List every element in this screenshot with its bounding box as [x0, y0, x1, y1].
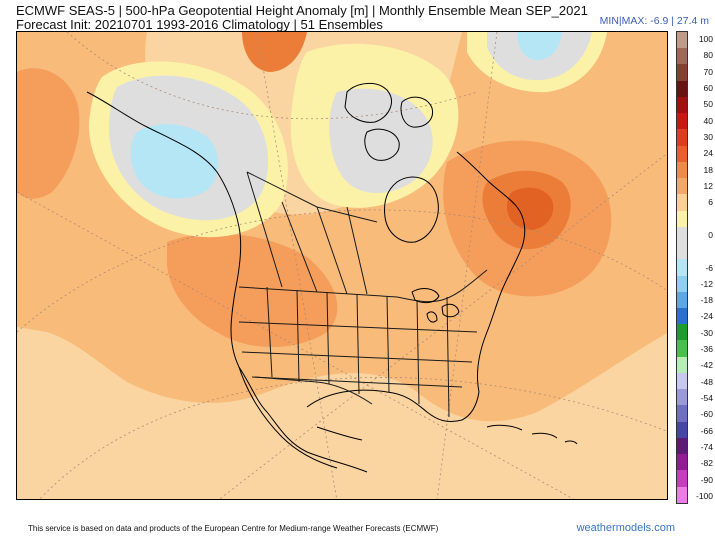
colorbar-tick-label: -36: [700, 344, 713, 355]
colorbar-tick-label: -82: [700, 458, 713, 469]
colorbar-swatch: [677, 275, 687, 292]
us-canada-border: [238, 269, 488, 303]
colorbar-tick-label: -18: [700, 295, 713, 306]
colorbar-tick-label: -66: [700, 425, 713, 436]
colorbar-tick-label: -90: [700, 474, 713, 485]
chart-subtitle: Forecast Init: 20210701 1993-2016 Climat…: [16, 17, 383, 32]
colorbar-swatch: [677, 96, 687, 114]
colorbar-swatch: [677, 178, 687, 195]
anomaly-band-12-18-west: [167, 233, 338, 347]
min-max-readout: MIN|MAX: -6.9 | 27.4 m: [599, 15, 709, 27]
anomaly-map: [16, 31, 668, 500]
colorbar-swatch: [677, 80, 687, 97]
pacific-coastline: [86, 91, 368, 473]
gulf-coastline: [306, 389, 480, 423]
colorbar-swatch: [677, 32, 687, 49]
colorbar-swatch: [677, 145, 687, 162]
colorbar-swatch: [677, 340, 687, 357]
us-mexico-border: [254, 376, 373, 405]
colorbar-swatch: [677, 307, 687, 325]
colorbar-tick-label: 0: [708, 229, 713, 240]
great-lakes: [411, 288, 460, 323]
political-boundaries: [86, 83, 578, 473]
anomaly-neutral-arctic: [329, 88, 433, 194]
anomaly-band-6-12: [17, 32, 667, 422]
colorbar-tick-label: -74: [700, 441, 713, 452]
colorbar-tick-label: 12: [703, 180, 713, 191]
colorbar-swatch: [677, 48, 687, 65]
caribbean-islands: [486, 424, 578, 445]
arctic-islands: [344, 83, 434, 161]
anomaly-negative-alaska: [130, 124, 219, 199]
colorbar-swatch: [677, 113, 687, 130]
colorbar-swatch: [677, 324, 687, 341]
province-lines: [246, 171, 378, 295]
anomaly-peak-east: [507, 187, 554, 230]
colorbar-swatch: [677, 389, 687, 406]
colorbar-tick-label: -100: [695, 490, 713, 501]
colorbar-swatch: [677, 194, 687, 211]
colorbar-tick-label: 24: [703, 148, 713, 159]
colorbar-tick-label: 50: [703, 99, 713, 110]
mexico-coastline: [238, 366, 363, 469]
colorbar-swatch: [677, 356, 687, 373]
colorbar-swatch: [677, 243, 687, 260]
state-lines: [238, 286, 478, 418]
anomaly-fields: [17, 32, 667, 422]
anomaly-band-top-center: [242, 32, 307, 72]
colorbar-swatch: [677, 405, 687, 422]
colorbar-swatch: [677, 421, 687, 438]
colorbar-tick-label: 18: [703, 164, 713, 175]
colorbar-swatch: [677, 64, 687, 81]
hudson-bay-coastline: [384, 176, 439, 243]
colorbar-tick-label: -60: [700, 409, 713, 420]
colorbar-swatch: [677, 291, 687, 308]
colorbar-swatch: [677, 161, 687, 179]
colorbar-tick-label: -54: [700, 392, 713, 403]
brand-link[interactable]: weathermodels.com: [576, 522, 675, 534]
colorbar-tick-label: 60: [703, 83, 713, 94]
atlantic-coastline: [456, 151, 526, 393]
colorbar-tick-label: 30: [703, 132, 713, 143]
colorbar-tick-label: -6: [705, 262, 713, 273]
colorbar-swatch: [677, 210, 687, 227]
colorbar: [676, 31, 688, 504]
anomaly-negative-greenland: [517, 32, 562, 60]
colorbar-tick-label: 100: [698, 34, 713, 45]
colorbar-labels: 100 80 70 60 50 40 30 24 18 12 6 0 -6 -12 -18 -24 -30 -36…: [691, 31, 713, 504]
map-canvas: [17, 32, 667, 499]
colorbar-tick-label: 6: [708, 197, 713, 208]
colorbar-swatch: [677, 437, 687, 455]
colorbar-tick-label: 40: [703, 115, 713, 126]
colorbar-tick-label: 70: [703, 66, 713, 77]
colorbar-tick-label: -48: [700, 376, 713, 387]
anomaly-band-nw-corner: [17, 68, 80, 199]
colorbar-swatch: [677, 226, 687, 244]
colorbar-swatch: [677, 372, 687, 390]
colorbar-swatch: [677, 454, 687, 471]
colorbar-tick-label: 80: [703, 50, 713, 61]
colorbar-swatch: [677, 129, 687, 146]
colorbar-tick-label: -30: [700, 327, 713, 338]
colorbar-tick-label: -42: [700, 360, 713, 371]
colorbar-swatch: [677, 259, 687, 276]
chart-title: ECMWF SEAS-5 | 500-hPa Geopotential Heig…: [16, 3, 588, 18]
colorbar-swatch: [677, 486, 687, 503]
colorbar-tick-label: -12: [700, 278, 713, 289]
colorbar-tick-label: -24: [700, 311, 713, 322]
data-source-disclaimer: This service is based on data and produc…: [28, 524, 439, 533]
colorbar-swatch: [677, 470, 687, 487]
